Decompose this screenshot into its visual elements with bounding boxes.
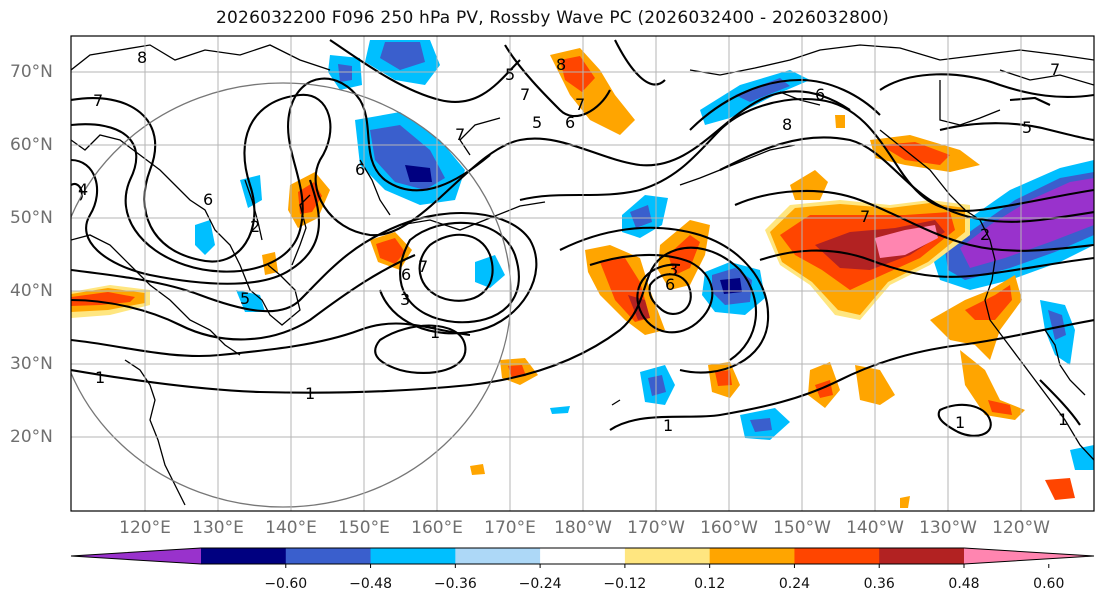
contour-label: 7 <box>860 207 870 226</box>
colorbar-tick-label: −0.48 <box>349 576 392 592</box>
positive-anomaly-shading <box>71 48 1075 508</box>
contour-labels: 8 7 7 5 6 5 6 7 8 6 6 7 8 5 4 6 3 2 7 6 … <box>78 48 1068 435</box>
contour-label: 1 <box>663 416 673 435</box>
colorbar-tick-label: −0.60 <box>264 576 308 592</box>
contour-label: 7 <box>520 85 530 104</box>
colorbar-tick-label: 0.12 <box>694 576 726 592</box>
lon-label: 130°E <box>192 518 244 538</box>
contour-label: 6 <box>815 85 825 104</box>
colorbar-tick-label: 0.60 <box>1033 576 1065 592</box>
contour-label: 1 <box>95 368 105 387</box>
contour-label: 7 <box>575 95 585 114</box>
colorbar-segment <box>540 548 626 564</box>
graticule <box>71 36 1094 511</box>
colorbar-tick-label: 0.36 <box>863 576 895 592</box>
colorbar-outline <box>70 547 1095 565</box>
lat-label: 60°N <box>10 135 53 155</box>
colorbar-segment <box>879 548 965 564</box>
lon-label: 120°E <box>119 518 171 538</box>
contour-label: 8 <box>137 48 147 67</box>
colorbar-segment <box>370 548 456 564</box>
contour-label: 6 <box>355 160 365 179</box>
colorbar <box>70 547 1095 568</box>
contour-label: 3 <box>668 260 678 279</box>
contour-label: 6 <box>665 275 675 294</box>
lon-label: 130°W <box>919 518 977 538</box>
contour-label: 6 <box>401 265 411 284</box>
lon-label: 160°W <box>700 518 758 538</box>
contour-label: 6 <box>203 190 213 209</box>
colorbar-segment <box>794 548 880 564</box>
colorbar-extend-min <box>71 548 201 564</box>
contour-label: 8 <box>782 115 792 134</box>
map-title: 2026032200 F096 250 hPa PV, Rossby Wave … <box>216 8 889 28</box>
colorbar-tick-label: −0.24 <box>518 576 562 592</box>
contour-label: 1 <box>305 384 315 403</box>
contour-label: 2 <box>250 217 260 236</box>
contour-label: 7 <box>1050 60 1060 79</box>
colorbar-tick-label: −0.36 <box>433 576 477 592</box>
lat-label: 70°N <box>10 62 53 82</box>
colorbar-extend-max <box>964 548 1094 564</box>
map-frame <box>70 35 1095 512</box>
lon-label: 120°W <box>992 518 1050 538</box>
lon-label: 170°E <box>484 518 536 538</box>
colorbar-tick-label: −0.12 <box>603 576 647 592</box>
colorbar-segment <box>624 548 711 564</box>
colorbar-tick-label: 0.24 <box>778 576 811 592</box>
contour-label: 2 <box>980 225 990 244</box>
colorbar-segment <box>285 548 372 564</box>
contour-label: 4 <box>78 180 88 199</box>
contour-label: 8 <box>556 55 566 74</box>
contour-label: 7 <box>455 125 465 144</box>
lat-label: 40°N <box>10 281 53 301</box>
contour-label: 1 <box>955 413 965 432</box>
contour-label: 7 <box>93 91 103 110</box>
lat-label: 50°N <box>10 208 53 228</box>
contour-label: 1 <box>1058 410 1068 429</box>
lat-label: 30°N <box>10 354 53 374</box>
contour-label: 5 <box>505 65 515 84</box>
lon-label: 140°E <box>265 518 317 538</box>
lon-label: 170°W <box>627 518 685 538</box>
lon-label: 150°E <box>338 518 390 538</box>
lon-label: 180°W <box>554 518 612 538</box>
contour-label: 1 <box>430 323 440 342</box>
lon-label: 150°W <box>773 518 831 538</box>
colorbar-segment <box>455 548 541 564</box>
colorbar-segment <box>709 548 795 564</box>
contour-label: 5 <box>240 289 250 308</box>
negative-anomaly-shading <box>195 40 1094 470</box>
contour-label: 3 <box>400 290 410 309</box>
great-circle <box>71 82 512 508</box>
contour-label: 6 <box>565 113 575 132</box>
lon-label: 140°W <box>846 518 904 538</box>
contour-label: 7 <box>418 257 428 276</box>
lon-label: 160°E <box>411 518 463 538</box>
colorbar-segment <box>201 548 287 564</box>
colorbar-tick-label: 0.48 <box>948 576 980 592</box>
contour-label: 5 <box>532 113 542 132</box>
contour-label: 5 <box>1022 118 1032 137</box>
lat-label: 20°N <box>10 427 53 447</box>
